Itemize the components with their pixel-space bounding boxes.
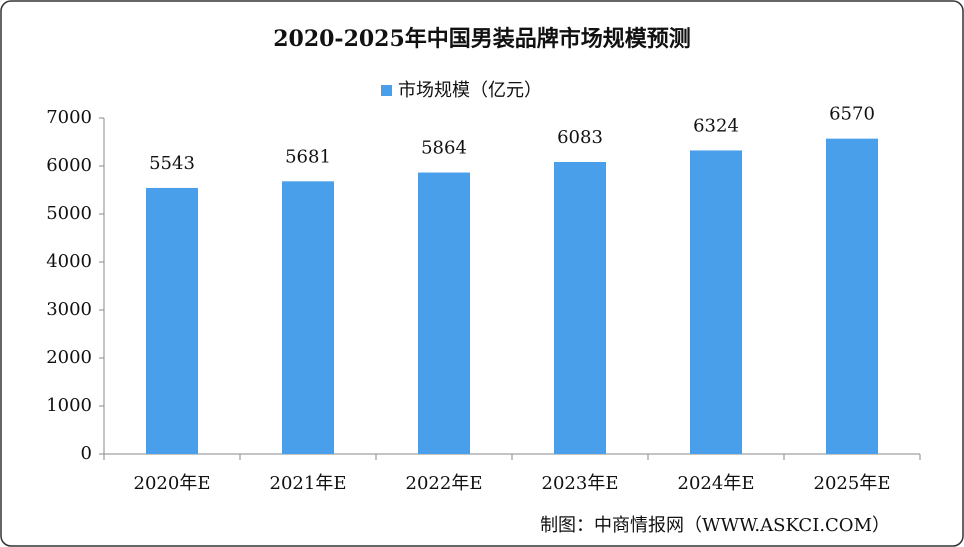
- x-tick-label: 2025年E: [814, 473, 891, 494]
- y-tick-label: 7000: [46, 107, 92, 128]
- bar: [690, 150, 742, 454]
- value-label: 6570: [829, 104, 875, 125]
- x-tick-label: 2021年E: [270, 473, 347, 494]
- bar: [554, 162, 606, 455]
- bar: [282, 181, 334, 454]
- y-tick-label: 2000: [46, 347, 92, 368]
- y-tick-label: 4000: [46, 251, 92, 272]
- legend-swatch: [381, 85, 392, 96]
- value-label: 6324: [693, 115, 739, 136]
- y-tick-label: 5000: [46, 203, 92, 224]
- bar: [826, 138, 878, 454]
- bar: [418, 172, 470, 454]
- y-tick-label: 1000: [46, 395, 92, 416]
- value-label: 5681: [285, 146, 331, 167]
- y-tick-label: 6000: [46, 155, 92, 176]
- legend-label: 市场规模（亿元）: [398, 80, 542, 101]
- y-tick-label: 0: [81, 443, 92, 464]
- source-note: 制图：中商情报网（WWW.ASKCI.COM）: [540, 515, 890, 536]
- chart-title: 2020-2025年中国男装品牌市场规模预测: [273, 26, 691, 52]
- bar: [146, 187, 198, 454]
- x-tick-label: 2022年E: [406, 473, 483, 494]
- x-tick-label: 2024年E: [678, 473, 755, 494]
- value-label: 6083: [557, 127, 603, 148]
- x-tick-label: 2023年E: [542, 473, 619, 494]
- y-tick-label: 3000: [46, 299, 92, 320]
- x-tick-label: 2020年E: [134, 473, 211, 494]
- value-label: 5864: [421, 138, 467, 159]
- value-label: 5543: [149, 153, 195, 174]
